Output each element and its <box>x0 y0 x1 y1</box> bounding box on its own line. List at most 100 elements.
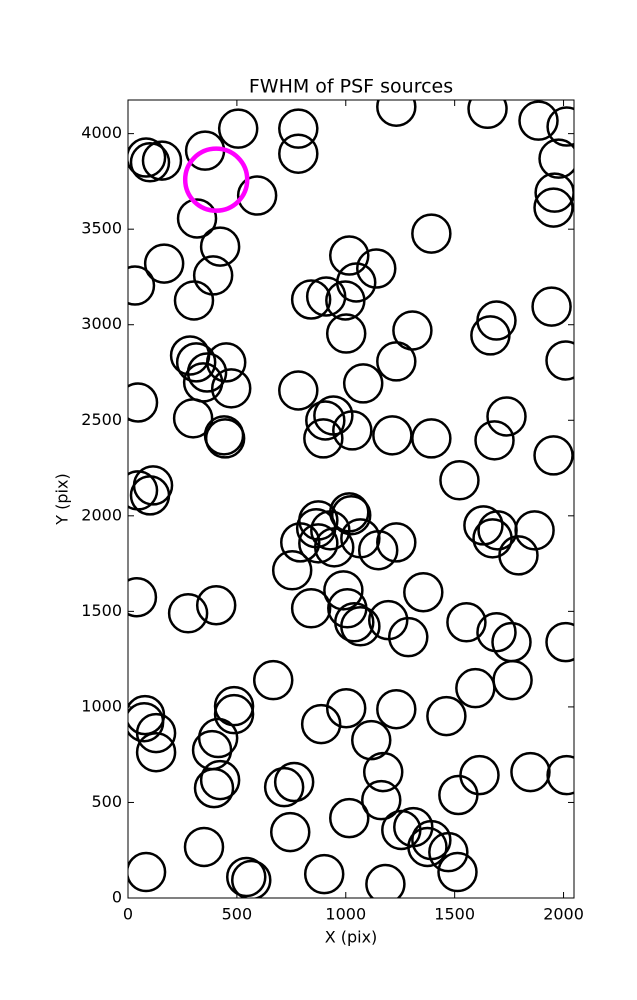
source-marker <box>376 688 417 730</box>
source-marker <box>182 146 250 213</box>
source-marker <box>538 138 574 179</box>
plot-area <box>128 100 574 898</box>
source-marker <box>365 863 406 898</box>
source-marker <box>128 701 165 743</box>
source-marker <box>439 460 480 501</box>
source-marker <box>210 368 252 409</box>
source-marker <box>332 410 373 451</box>
source-marker <box>545 340 574 381</box>
source-marker <box>325 687 367 729</box>
source-marker <box>362 751 404 793</box>
source-marker <box>313 527 355 568</box>
source-marker <box>510 751 551 793</box>
source-marker <box>195 584 237 626</box>
source-marker <box>533 435 574 476</box>
plot-frame <box>127 99 575 899</box>
source-marker <box>213 685 255 727</box>
source-marker <box>340 606 381 647</box>
source-marker <box>199 226 241 267</box>
source-marker <box>467 100 508 130</box>
source-marker <box>203 415 245 456</box>
source-marker <box>533 187 574 228</box>
source-marker <box>546 754 574 796</box>
source-marker <box>376 341 417 382</box>
source-marker <box>342 363 384 404</box>
x-tick-label: 500 <box>222 905 253 924</box>
source-marker <box>376 100 417 127</box>
source-marker <box>514 510 555 551</box>
y-tick-label: 1500 <box>81 601 122 620</box>
source-marker <box>446 602 487 643</box>
source-marker <box>310 510 351 551</box>
source-marker <box>305 276 347 317</box>
source-marker <box>455 667 496 709</box>
source-marker <box>290 279 332 320</box>
source-marker <box>253 659 294 701</box>
source-marker <box>175 342 217 383</box>
source-marker <box>128 265 156 306</box>
x-tick-label: 1500 <box>434 905 475 924</box>
y-tick-label: 1000 <box>81 696 122 715</box>
source-marker <box>143 243 185 284</box>
source-marker <box>141 140 183 181</box>
source-marker <box>356 248 397 289</box>
source-marker <box>300 703 342 745</box>
source-marker <box>426 695 467 737</box>
y-tick-label: 3000 <box>81 314 122 333</box>
source-marker <box>273 761 315 803</box>
source-marker <box>470 315 511 356</box>
chart-title: FWHM of PSF sources <box>249 76 453 98</box>
source-marker <box>183 826 225 868</box>
source-marker <box>531 286 572 327</box>
source-marker <box>334 602 375 643</box>
source-marker <box>173 280 215 321</box>
y-tick-label: 2000 <box>81 505 122 524</box>
source-marker <box>129 142 171 183</box>
source-marker <box>128 137 167 178</box>
source-marker <box>329 797 370 839</box>
source-marker <box>428 831 469 873</box>
source-marker <box>305 400 346 441</box>
source-marker <box>546 106 574 147</box>
x-tick-label: 2000 <box>543 905 584 924</box>
source-marker <box>135 712 177 754</box>
source-marker <box>438 774 479 816</box>
source-marker <box>231 859 272 898</box>
source-marker <box>135 731 177 773</box>
y-tick-label: 500 <box>91 792 122 811</box>
source-marker <box>290 588 332 629</box>
source-marker <box>329 235 370 276</box>
source-marker <box>128 382 159 423</box>
source-marker <box>236 175 278 216</box>
x-tick-label: 1000 <box>325 905 366 924</box>
source-marker <box>271 550 313 591</box>
source-marker <box>388 616 429 658</box>
source-marker <box>199 759 241 801</box>
source-marker <box>176 198 218 239</box>
source-marker <box>303 853 345 895</box>
source-marker <box>459 754 500 796</box>
source-marker <box>403 572 444 613</box>
source-marker <box>486 396 527 437</box>
source-marker <box>197 717 239 759</box>
source-marker <box>518 100 559 141</box>
source-marker <box>372 415 413 456</box>
source-marker <box>128 851 167 893</box>
source-marker <box>213 693 255 735</box>
source-marker <box>278 108 319 149</box>
source-marker <box>280 522 321 563</box>
source-marker <box>217 108 259 149</box>
source-marker <box>205 342 247 383</box>
source-marker <box>437 851 478 893</box>
source-marker <box>278 370 319 411</box>
source-marker <box>325 313 367 354</box>
y-tick-label: 3500 <box>81 219 122 238</box>
source-marker <box>474 420 515 461</box>
source-marker <box>476 611 517 653</box>
source-marker <box>269 811 311 853</box>
source-marker <box>298 523 339 564</box>
y-tick-label: 4000 <box>81 123 122 142</box>
source-marker <box>226 856 267 898</box>
source-marker <box>545 621 574 663</box>
